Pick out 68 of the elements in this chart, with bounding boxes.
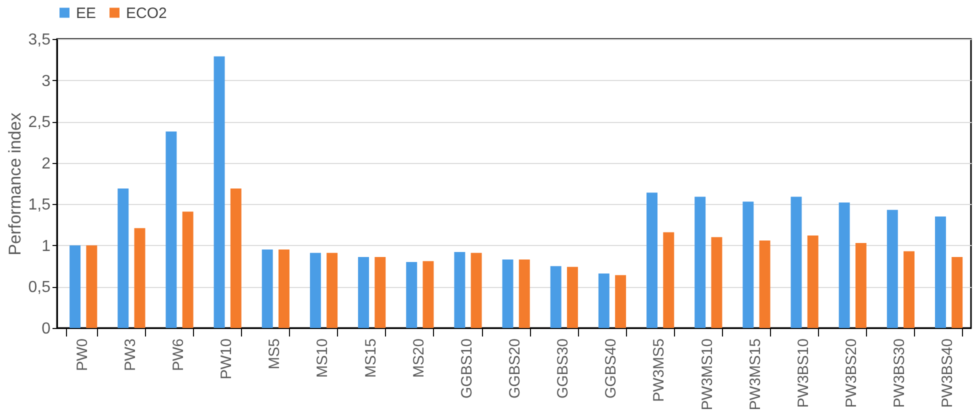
bar <box>566 266 578 328</box>
bar <box>838 202 850 328</box>
bar <box>166 131 177 328</box>
bar <box>742 202 754 328</box>
y-tick-label: 2 <box>42 155 51 172</box>
bar <box>406 262 418 328</box>
bar <box>358 256 370 328</box>
y-axis-title: Performance index <box>5 112 24 256</box>
x-tick-label: PW3BS10 <box>794 338 812 408</box>
bar <box>502 259 514 328</box>
bar <box>118 188 129 328</box>
bar <box>470 252 482 328</box>
bar <box>214 56 225 328</box>
x-tick-label: PW3BS20 <box>843 338 860 408</box>
bar <box>663 232 674 328</box>
y-tick-label: 3,5 <box>28 32 51 48</box>
x-tick-label: GGBS30 <box>554 338 572 399</box>
x-tick-label: GGBS10 <box>458 338 476 399</box>
bar <box>807 236 818 328</box>
x-tick-label: PW6 <box>170 338 187 372</box>
bar <box>518 259 530 328</box>
bar <box>904 251 915 328</box>
bar <box>182 212 194 328</box>
bar <box>70 245 81 328</box>
y-tick-label: 2,5 <box>28 114 51 132</box>
x-tick-label: MS15 <box>362 338 380 378</box>
bar <box>952 256 963 328</box>
bar <box>790 196 802 328</box>
x-tick-label: PW3BS40 <box>939 338 956 408</box>
bar <box>886 210 898 328</box>
bar <box>615 275 626 328</box>
x-tick-label: GGBS20 <box>506 338 524 399</box>
x-tick-label: PW10 <box>218 338 236 380</box>
y-tick-label: 1,5 <box>28 196 51 214</box>
bar <box>422 261 434 328</box>
bar <box>646 192 658 328</box>
x-tick-label: MS10 <box>314 338 332 378</box>
y-tick-label: 0 <box>42 320 51 338</box>
bar <box>711 237 722 328</box>
x-tick-label: GGBS40 <box>602 338 620 399</box>
x-tick-label: PW3MS15 <box>746 338 764 410</box>
x-tick-label: PW3MS10 <box>698 338 716 410</box>
legend-label: ECO2 <box>126 4 167 22</box>
bar <box>230 188 242 328</box>
bar <box>326 252 338 328</box>
bar <box>134 228 146 328</box>
bar <box>262 250 273 328</box>
bar <box>855 242 866 328</box>
bar <box>454 252 466 328</box>
bar <box>759 240 770 328</box>
bar <box>935 216 946 328</box>
bar <box>86 245 98 328</box>
bar <box>310 252 321 328</box>
x-tick-label: PW3 <box>122 338 139 372</box>
bar <box>374 256 386 328</box>
y-tick-label: 0,5 <box>28 279 51 296</box>
x-tick-label: MS5 <box>266 338 284 370</box>
x-tick-label: PW3BS30 <box>891 338 908 408</box>
x-tick-label: MS20 <box>410 338 428 378</box>
x-tick-label: PW3MS5 <box>650 338 668 402</box>
bar <box>278 250 290 328</box>
bar <box>598 274 610 328</box>
bar <box>550 266 562 328</box>
y-tick-label: 1 <box>42 238 51 255</box>
legend-label: EE <box>76 4 96 22</box>
x-tick-label: PW0 <box>74 338 91 372</box>
y-tick-label: 3 <box>42 72 51 90</box>
bar <box>694 196 706 328</box>
